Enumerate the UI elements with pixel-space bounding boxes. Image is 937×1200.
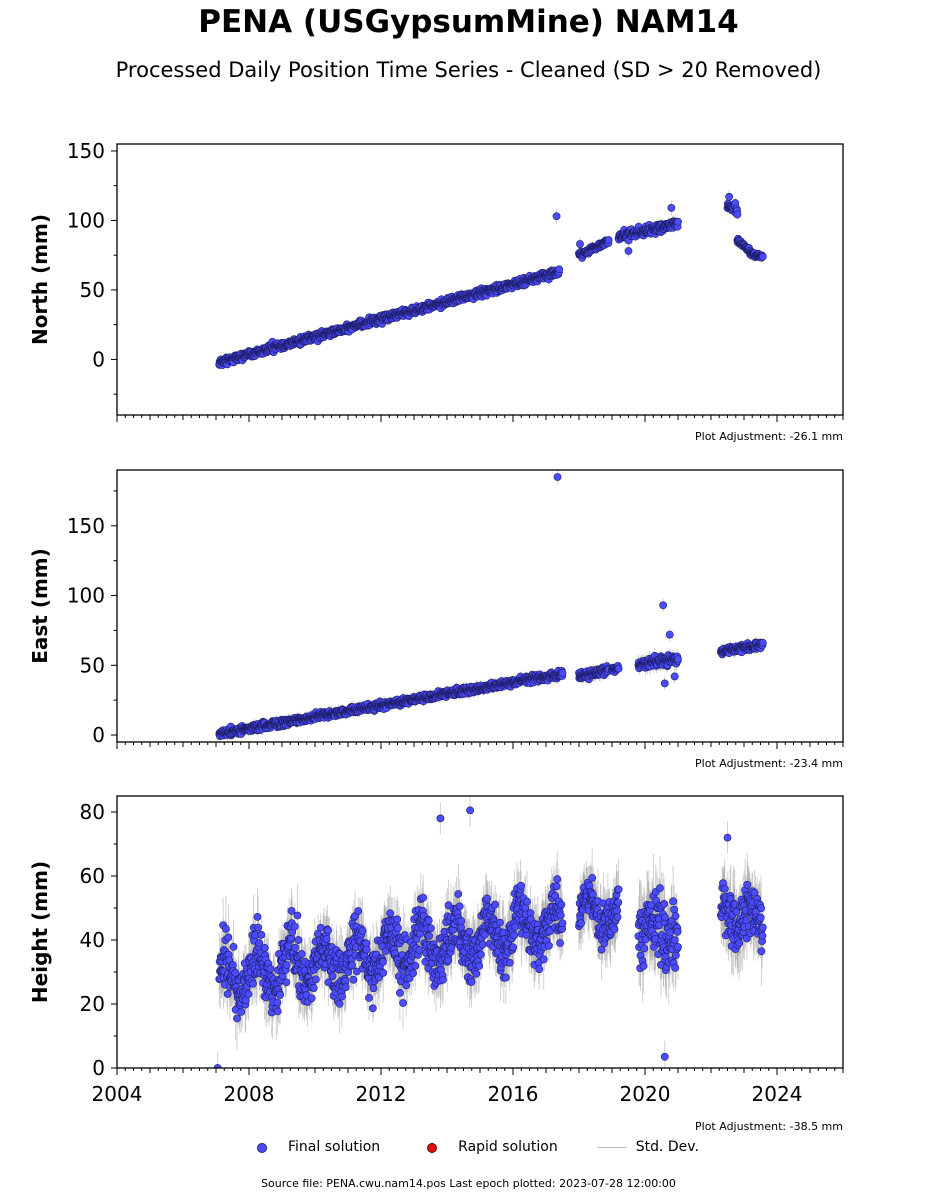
plot-adjustment-note: Plot Adjustment: -26.1 mm [695,430,843,443]
data-point [758,252,767,261]
data-point [624,247,633,255]
y-tick-label: 0 [92,347,105,371]
data-point [604,236,613,244]
data-point [733,210,742,219]
data-point [552,212,561,221]
y-tick-label: 50 [80,278,105,302]
data-point [667,204,676,212]
panel-0: 0 50 100 150 North (mm) Plot Adjustment: -26.… [28,139,844,443]
time-series-chart: 0 50 100 150 North (mm) Plot Adjustment: -26.… [28,139,844,1133]
chart-subtitle: Processed Daily Position Time Series - C… [115,58,822,82]
chart-title: PENA (USGypsumMine) NAM14 [198,4,739,40]
y-tick-label: 100 [67,208,105,232]
data-point [725,192,734,201]
stddev-bars [218,470,764,742]
data-point [555,265,564,274]
data-points [215,473,767,740]
data-point [674,217,682,226]
y-tick-label: 150 [67,139,105,163]
plot-frame [116,143,844,416]
y-axis-label: North (mm) [28,214,52,345]
data-points [215,192,767,370]
data-point [576,240,584,248]
